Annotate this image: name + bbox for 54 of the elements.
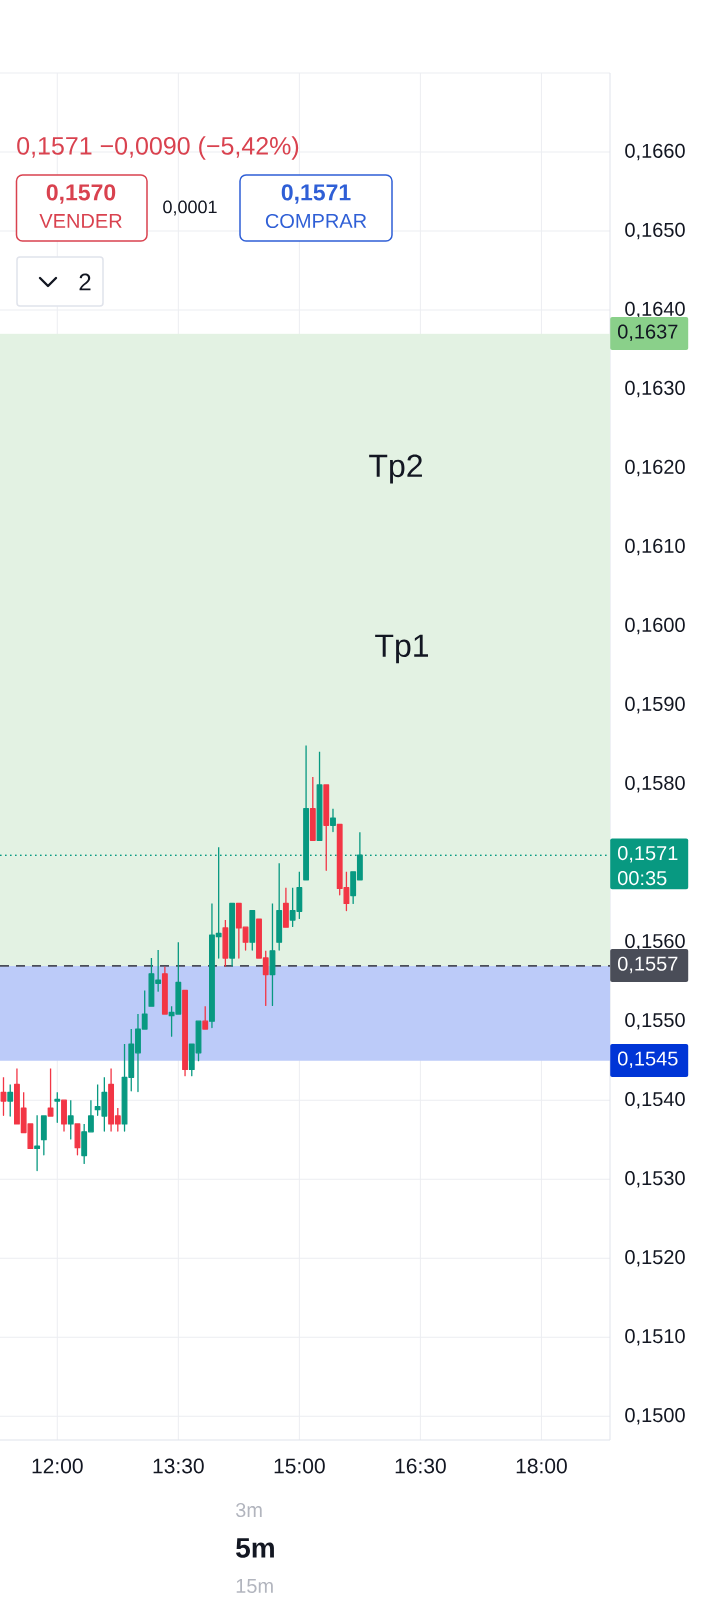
y-tick-label: 0,1600 [625, 617, 685, 635]
y-tick-label: 0,1560 [625, 933, 685, 951]
y-tick-label: 0,1610 [625, 538, 685, 556]
y-tick-label: 0,1590 [625, 696, 685, 714]
candlestick [34, 1114, 41, 1172]
candlestick [182, 989, 188, 1077]
candlestick [67, 1099, 74, 1140]
ref-line-label: 0,1571 00:35 [617, 846, 678, 886]
band-label: 0,1637 [617, 324, 678, 341]
x-tick-label: 15:00 [274, 1458, 325, 1474]
y-tick-label: 0,1580 [625, 775, 685, 793]
candlestick [330, 807, 336, 833]
candlestick [61, 1099, 67, 1132]
text: 5m [236, 1538, 274, 1558]
annotation: 2 [79, 273, 91, 291]
candlestick [202, 1005, 209, 1030]
x-tick-label: 18:00 [516, 1458, 567, 1474]
annotation: 0,1571 [281, 184, 351, 204]
annotation: Tp2 [369, 454, 422, 484]
y-tick-label: 0,1520 [625, 1250, 685, 1267]
y-tick-label: 0,1540 [625, 1091, 685, 1109]
annotation: VENDER [39, 214, 122, 228]
candlestick [222, 919, 229, 967]
ref-line-label: 0,1557 [617, 956, 678, 974]
text: 0,1571 −0,0090 (−5,42%) [17, 136, 299, 160]
annotation: 0,1570 [46, 184, 116, 204]
y-tick-label: 0,1650 [625, 222, 685, 240]
candlestick [47, 1067, 54, 1117]
candlestick [249, 909, 256, 951]
candlestick [323, 784, 330, 871]
candlestick [276, 862, 283, 951]
y-tick-label: 0,1620 [625, 459, 685, 477]
text: 3m [235, 1502, 262, 1518]
y-tick-label: 0,1630 [625, 380, 685, 398]
x-tick-label: 13:30 [153, 1458, 204, 1474]
y-tick-label: 0,1640 [625, 301, 685, 319]
candlestick [161, 966, 168, 1015]
candlestick [309, 776, 316, 841]
candlestick [229, 902, 236, 967]
candlestick [282, 887, 289, 928]
y-tick-label: 0,1660 [625, 143, 685, 161]
band-label: 0,1545 [617, 1051, 678, 1068]
candlestick [40, 1114, 47, 1156]
annotation: COMPRAR [265, 213, 367, 229]
text: 15m [236, 1579, 273, 1593]
annotation: 0,0001 [163, 200, 217, 216]
y-tick-label: 0,1510 [625, 1329, 685, 1346]
candlestick [7, 1083, 14, 1117]
x-tick-label: 16:30 [395, 1458, 446, 1474]
y-tick-label: 0,1500 [625, 1408, 685, 1425]
annotation: Tp1 [375, 634, 429, 664]
y-tick-label: 0,1530 [625, 1170, 685, 1188]
x-tick-label: 12:00 [32, 1458, 83, 1474]
y-tick-label: 0,1550 [625, 1012, 685, 1030]
